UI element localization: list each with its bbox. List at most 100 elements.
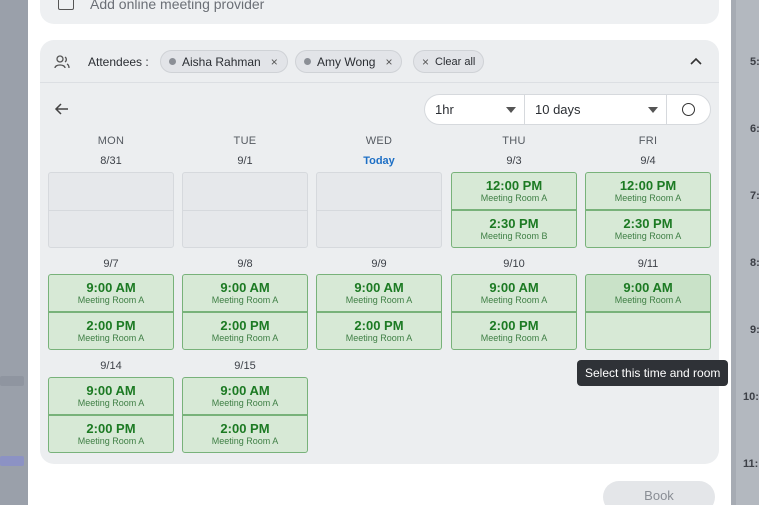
day-cell: 9:00 AM Meeting Room A 2:00 PM Meeting Roo… bbox=[48, 377, 174, 453]
date-label: 9/14 bbox=[100, 360, 122, 372]
date-label: 9/3 bbox=[506, 155, 522, 167]
slot-time: 2:00 PM bbox=[354, 318, 404, 333]
meeting-provider-label: Add online meeting provider bbox=[90, 0, 265, 12]
chevron-down-icon bbox=[648, 107, 658, 113]
back-arrow-icon[interactable] bbox=[54, 101, 70, 117]
slot-time: 2:00 PM bbox=[86, 421, 136, 436]
day-header: WED bbox=[365, 135, 393, 147]
slot-room: Meeting Room A bbox=[480, 295, 548, 305]
slot-room: Meeting Room B bbox=[480, 231, 548, 241]
attendee-name: Aisha Rahman bbox=[182, 54, 261, 69]
date-label: 9/10 bbox=[503, 258, 525, 270]
time-slot[interactable]: 12:00 PM Meeting Room A bbox=[585, 172, 711, 210]
remove-attendee-icon[interactable]: × bbox=[270, 54, 278, 69]
time-slot[interactable]: 2:00 PM Meeting Room A bbox=[316, 312, 442, 350]
slot-time: 9:00 AM bbox=[86, 280, 136, 295]
time-slot[interactable]: 9:00 AM Meeting Room A bbox=[48, 274, 174, 312]
time-slot[interactable] bbox=[585, 312, 711, 350]
attendee-chip: Amy Wong × bbox=[295, 50, 403, 73]
scheduling-dialog: Add online meeting provider Attendees : … bbox=[28, 0, 731, 505]
day-cell: 12:00 PM Meeting Room A 2:30 PM Meeting Ro… bbox=[451, 172, 577, 248]
book-button[interactable]: Book bbox=[603, 481, 715, 505]
date-label-today: Today bbox=[363, 155, 395, 167]
time-slot[interactable]: 2:00 PM Meeting Room A bbox=[451, 312, 577, 350]
time-slot[interactable]: 9:00 AM Meeting Room A bbox=[316, 274, 442, 312]
slot-room: Meeting Room A bbox=[480, 333, 548, 343]
slot-time: 9:00 AM bbox=[220, 383, 270, 398]
date-label: 9/7 bbox=[103, 258, 119, 270]
empty-day-cell bbox=[48, 172, 174, 248]
date-label: 9/4 bbox=[640, 155, 656, 167]
cell-divider bbox=[49, 210, 173, 211]
slot-room: Meeting Room A bbox=[614, 231, 682, 241]
background-hour-label: 8: bbox=[750, 257, 759, 269]
day-cell: 9:00 AM Meeting Room A bbox=[585, 274, 711, 350]
time-slot[interactable]: 2:00 PM Meeting Room A bbox=[182, 312, 308, 350]
slot-room: Meeting Room A bbox=[614, 295, 682, 305]
day-cell: 9:00 AM Meeting Room A 2:00 PM Meeting Roo… bbox=[182, 274, 308, 350]
background-calendar: 5: 6: 7: 8: 9: 10: 11: bbox=[731, 0, 759, 505]
slot-tooltip: Select this time and room bbox=[577, 360, 729, 386]
background-hour-label: 9: bbox=[750, 324, 759, 336]
time-slot[interactable]: 9:00 AM Meeting Room A bbox=[48, 377, 174, 415]
time-slot[interactable]: 9:00 AM Meeting Room A bbox=[182, 377, 308, 415]
background-hour-label: 7: bbox=[750, 190, 759, 202]
date-label: 8/31 bbox=[100, 155, 122, 167]
add-meeting-provider-button[interactable]: Add online meeting provider bbox=[40, 0, 719, 24]
attendees-row: Attendees : Aisha Rahman × Amy Wong × × … bbox=[40, 40, 719, 83]
slot-room: Meeting Room A bbox=[77, 398, 145, 408]
empty-day-cell bbox=[182, 172, 308, 248]
clear-all-label: Clear all bbox=[435, 55, 476, 68]
clear-all-button[interactable]: × Clear all bbox=[413, 50, 485, 73]
slot-time: 9:00 AM bbox=[489, 280, 539, 295]
find-time-panel: Attendees : Aisha Rahman × Amy Wong × × … bbox=[40, 40, 729, 464]
remove-attendee-icon[interactable]: × bbox=[385, 54, 393, 69]
time-slot[interactable]: 2:30 PM Meeting Room A bbox=[585, 210, 711, 248]
video-camera-icon bbox=[58, 0, 74, 10]
background-hour-label: 5: bbox=[750, 56, 759, 68]
day-cell: 9:00 AM Meeting Room A 2:00 PM Meeting Roo… bbox=[182, 377, 308, 453]
presence-dot bbox=[169, 58, 176, 65]
slot-room: Meeting Room A bbox=[211, 333, 279, 343]
time-slot[interactable]: 2:00 PM Meeting Room A bbox=[48, 415, 174, 453]
slot-time: 9:00 AM bbox=[220, 280, 270, 295]
time-slot[interactable]: 2:00 PM Meeting Room A bbox=[48, 312, 174, 350]
time-slot[interactable]: 2:00 PM Meeting Room A bbox=[182, 415, 308, 453]
range-select[interactable]: 10 days bbox=[524, 94, 666, 125]
attendee-name: Amy Wong bbox=[317, 54, 376, 69]
background-hour-label: 6: bbox=[750, 123, 759, 135]
slot-time: 2:30 PM bbox=[489, 216, 539, 231]
slot-time: 9:00 AM bbox=[86, 383, 136, 398]
time-slot-hovered[interactable]: 9:00 AM Meeting Room A bbox=[585, 274, 711, 312]
time-slot[interactable]: 12:00 PM Meeting Room A bbox=[451, 172, 577, 210]
slot-room: Meeting Room A bbox=[211, 295, 279, 305]
duration-select[interactable]: 1hr bbox=[424, 94, 524, 125]
slot-room: Meeting Room A bbox=[77, 295, 145, 305]
day-cell: 9:00 AM Meeting Room A 2:00 PM Meeting Roo… bbox=[48, 274, 174, 350]
chevron-up-icon[interactable] bbox=[689, 54, 703, 68]
slot-room: Meeting Room A bbox=[480, 193, 548, 203]
slot-room: Meeting Room A bbox=[77, 333, 145, 343]
background-calendar-column bbox=[736, 0, 759, 505]
slot-time: 12:00 PM bbox=[485, 178, 543, 193]
day-cell: 9:00 AM Meeting Room A 2:00 PM Meeting Roo… bbox=[451, 274, 577, 350]
day-header: TUE bbox=[233, 135, 257, 147]
attendees-label: Attendees : bbox=[88, 55, 149, 69]
slot-room: Meeting Room A bbox=[345, 295, 413, 305]
chevron-down-icon bbox=[506, 107, 516, 113]
slot-time: 9:00 AM bbox=[354, 280, 404, 295]
slot-time: 2:00 PM bbox=[220, 421, 270, 436]
clear-icon: × bbox=[422, 54, 430, 69]
background-app-left bbox=[0, 0, 28, 505]
slot-room: Meeting Room A bbox=[614, 193, 682, 203]
refresh-button[interactable] bbox=[666, 94, 711, 125]
time-slot[interactable]: 2:30 PM Meeting Room B bbox=[451, 210, 577, 248]
day-cell: 12:00 PM Meeting Room A 2:30 PM Meeting Ro… bbox=[585, 172, 711, 248]
time-slot[interactable]: 9:00 AM Meeting Room A bbox=[451, 274, 577, 312]
date-label: 9/15 bbox=[234, 360, 256, 372]
slot-time: 2:30 PM bbox=[623, 216, 673, 231]
slot-room: Meeting Room A bbox=[211, 398, 279, 408]
time-slot[interactable]: 9:00 AM Meeting Room A bbox=[182, 274, 308, 312]
date-label: 9/8 bbox=[237, 258, 253, 270]
people-icon bbox=[54, 55, 70, 69]
